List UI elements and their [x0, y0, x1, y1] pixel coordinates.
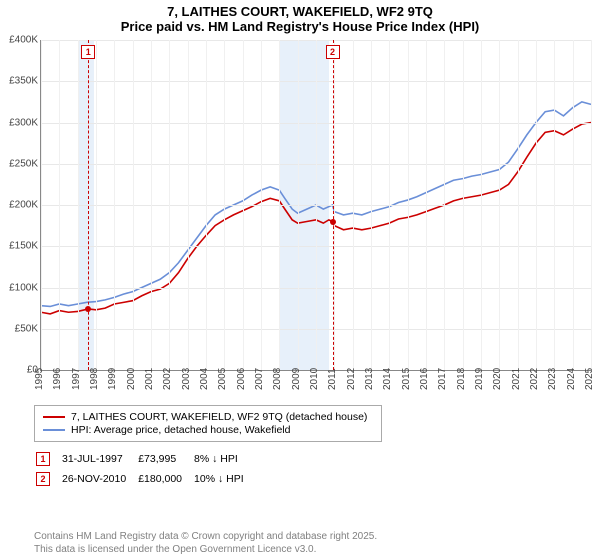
y-tick-label: £50K — [15, 323, 38, 334]
x-tick-label: 1996 — [52, 368, 63, 390]
legend-label: 7, LAITHES COURT, WAKEFIELD, WF2 9TQ (de… — [71, 411, 367, 423]
sale-dot — [85, 306, 91, 312]
x-tick-label: 2000 — [126, 368, 137, 390]
marker-row: 2 26-NOV-2010 £180,000 10% ↓ HPI — [36, 470, 254, 488]
x-tick-label: 2021 — [511, 368, 522, 390]
x-tick-label: 2019 — [474, 368, 485, 390]
marker-date: 31-JUL-1997 — [62, 450, 136, 468]
plot-area: 12 — [40, 40, 591, 371]
x-tick-label: 2016 — [419, 368, 430, 390]
marker-table: 1 31-JUL-1997 £73,995 8% ↓ HPI 2 26-NOV-… — [34, 448, 256, 490]
marker-row: 1 31-JUL-1997 £73,995 8% ↓ HPI — [36, 450, 254, 468]
x-axis-labels: 1995199619971998199920002001200220032004… — [40, 372, 590, 402]
legend-label: HPI: Average price, detached house, Wake… — [71, 424, 290, 436]
x-tick-label: 2020 — [492, 368, 503, 390]
y-tick-label: £400K — [9, 35, 38, 46]
x-tick-label: 1997 — [71, 368, 82, 390]
chart-title-sub: Price paid vs. HM Land Registry's House … — [0, 19, 600, 34]
marker-badge-on-chart: 1 — [81, 45, 95, 59]
y-tick-label: £350K — [9, 76, 38, 87]
chart-area: £0£50K£100K£150K£200K£250K£300K£350K£400… — [0, 40, 600, 400]
marker-vline — [333, 40, 334, 370]
legend: 7, LAITHES COURT, WAKEFIELD, WF2 9TQ (de… — [34, 405, 382, 442]
y-tick-label: £300K — [9, 117, 38, 128]
x-tick-label: 2024 — [566, 368, 577, 390]
x-tick-label: 2011 — [327, 368, 338, 390]
marker-price: £73,995 — [138, 450, 192, 468]
legend-item: HPI: Average price, detached house, Wake… — [43, 424, 373, 436]
footer-attribution: Contains HM Land Registry data © Crown c… — [34, 530, 377, 556]
marker-badge: 2 — [36, 472, 50, 486]
y-tick-label: £200K — [9, 200, 38, 211]
marker-badge: 1 — [36, 452, 50, 466]
y-tick-label: £100K — [9, 282, 38, 293]
x-tick-label: 2023 — [547, 368, 558, 390]
x-tick-label: 2008 — [272, 368, 283, 390]
x-tick-label: 2017 — [437, 368, 448, 390]
x-tick-label: 2014 — [382, 368, 393, 390]
x-tick-label: 2012 — [346, 368, 357, 390]
x-tick-label: 2005 — [217, 368, 228, 390]
legend-swatch — [43, 429, 65, 431]
x-tick-label: 2018 — [456, 368, 467, 390]
chart-container: 7, LAITHES COURT, WAKEFIELD, WF2 9TQ Pri… — [0, 0, 600, 560]
x-tick-label: 2025 — [584, 368, 595, 390]
x-tick-label: 1998 — [89, 368, 100, 390]
marker-price: £180,000 — [138, 470, 192, 488]
chart-titles: 7, LAITHES COURT, WAKEFIELD, WF2 9TQ Pri… — [0, 0, 600, 34]
sale-dot — [330, 219, 336, 225]
x-tick-label: 2009 — [291, 368, 302, 390]
marker-date: 26-NOV-2010 — [62, 470, 136, 488]
x-tick-label: 2022 — [529, 368, 540, 390]
x-tick-label: 2001 — [144, 368, 155, 390]
x-tick-label: 2007 — [254, 368, 265, 390]
x-tick-label: 2004 — [199, 368, 210, 390]
x-tick-label: 2003 — [181, 368, 192, 390]
marker-delta: 10% ↓ HPI — [194, 470, 254, 488]
marker-badge-on-chart: 2 — [326, 45, 340, 59]
x-tick-label: 2002 — [162, 368, 173, 390]
x-tick-label: 1995 — [34, 368, 45, 390]
footer-line: Contains HM Land Registry data © Crown c… — [34, 530, 377, 543]
y-axis-labels: £0£50K£100K£150K£200K£250K£300K£350K£400… — [0, 40, 40, 400]
legend-swatch — [43, 416, 65, 418]
x-tick-label: 1999 — [107, 368, 118, 390]
marker-delta: 8% ↓ HPI — [194, 450, 254, 468]
marker-vline — [88, 40, 89, 370]
x-tick-label: 2010 — [309, 368, 320, 390]
x-tick-label: 2015 — [401, 368, 412, 390]
legend-item: 7, LAITHES COURT, WAKEFIELD, WF2 9TQ (de… — [43, 411, 373, 423]
x-tick-label: 2006 — [236, 368, 247, 390]
footer-line: This data is licensed under the Open Gov… — [34, 543, 377, 556]
y-tick-label: £250K — [9, 158, 38, 169]
y-tick-label: £150K — [9, 241, 38, 252]
x-tick-label: 2013 — [364, 368, 375, 390]
chart-title-address: 7, LAITHES COURT, WAKEFIELD, WF2 9TQ — [0, 4, 600, 19]
